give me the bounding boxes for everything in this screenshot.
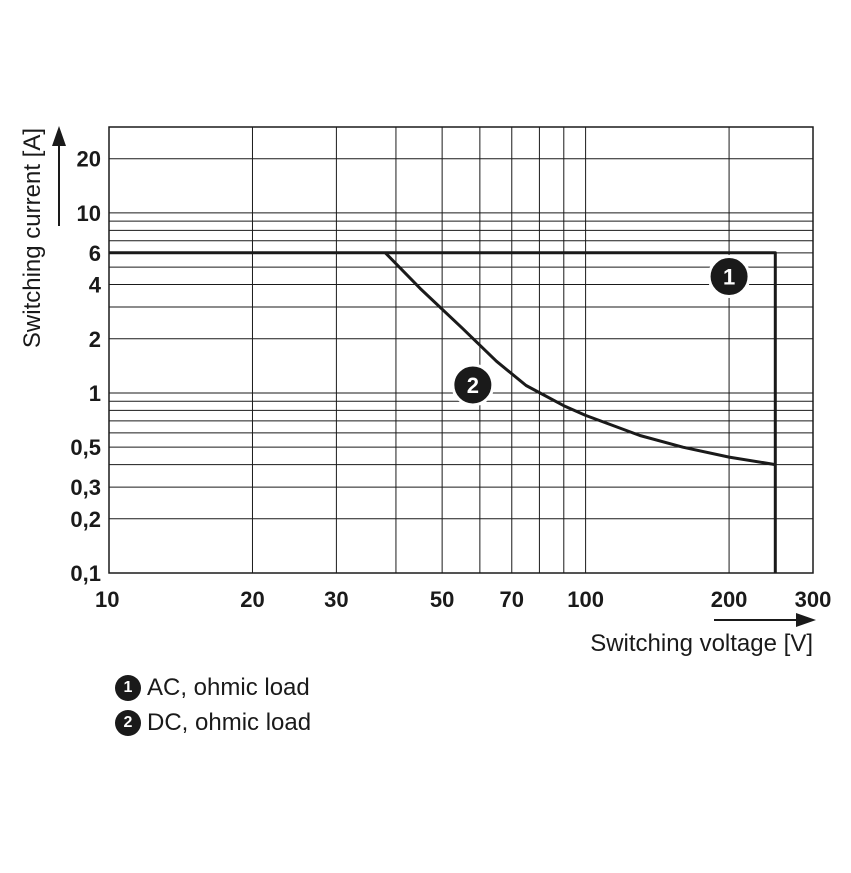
y-tick-label: 0,1 [70,561,101,586]
x-tick-label: 300 [795,587,832,612]
y-tick-label: 2 [89,327,101,352]
y-tick-label: 4 [89,273,102,298]
y-tick-label: 6 [89,241,101,266]
series-marker-label-1: 1 [723,265,735,290]
x-axis-title: Switching voltage [V] [590,630,813,657]
x-tick-label: 30 [324,587,348,612]
y-axis-title: Switching current [A] [19,128,46,348]
series-marker-1 [707,255,751,299]
legend-marker-2: 2 [115,709,141,736]
legend-item-ac: 1 AC, ohmic load [115,670,311,705]
legend: 1 AC, ohmic load 2 DC, ohmic load [115,670,311,740]
y-tick-label: 20 [77,147,101,172]
x-tick-label: 70 [500,587,524,612]
series-marker-2 [451,363,495,407]
series-marker-label-2: 2 [467,373,479,398]
legend-item-dc: 2 DC, ohmic load [115,705,311,740]
x-axis-arrow-head [796,613,816,627]
plot-frame [108,126,814,574]
y-tick-label: 0,2 [70,507,101,532]
x-tick-label: 10 [95,587,119,612]
legend-marker-1: 1 [115,674,141,701]
x-tick-label: 200 [711,587,748,612]
x-tick-label: 50 [430,587,454,612]
y-axis-arrow-head [52,126,66,146]
x-tick-label: 20 [240,587,264,612]
series-line-1 [109,251,777,573]
y-tick-label: 0,5 [70,435,101,460]
y-tick-label: 1 [89,381,101,406]
y-tick-label: 0,3 [70,475,101,500]
legend-label-ac: AC, ohmic load [147,673,310,701]
x-tick-label: 100 [567,587,604,612]
series-line-2 [384,251,776,467]
y-tick-label: 10 [77,201,101,226]
legend-label-dc: DC, ohmic load [147,708,312,736]
